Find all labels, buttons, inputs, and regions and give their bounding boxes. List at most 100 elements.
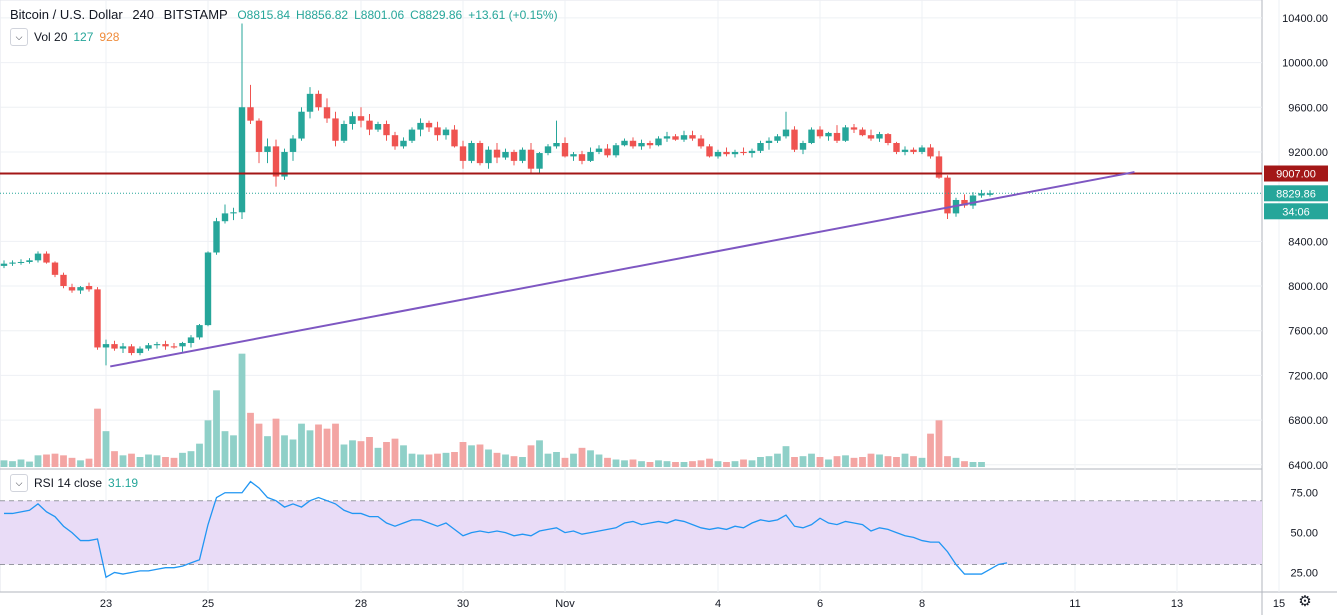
price-tick-label: 9600.00 [1288,102,1328,114]
price-tick-label: 8000.00 [1288,281,1328,293]
resistance-price-label: 9007.00 [1276,169,1316,181]
candle-body [196,325,203,338]
candle-body [935,156,943,178]
candle-body [901,149,909,152]
candle-body [544,146,552,154]
volume-bar [136,457,144,467]
price-tick-label: 8400.00 [1288,236,1328,248]
time-tick-label: 25 [202,598,214,610]
rsi-legend: ⌵ RSI 14 close 31.19 [10,474,138,492]
candle-body [179,342,186,347]
volume-bar [230,435,237,467]
price-tick-label: 10000.00 [1282,58,1328,70]
change-value: +13.61 (+0.15%) [468,8,558,22]
exchange: BITSTAMP [163,7,228,22]
volume-bar [17,459,25,467]
volume-bar [493,452,501,467]
price-tick-label: 6400.00 [1288,460,1328,472]
candle-body [969,195,977,206]
rsi-tick-label: 25.00 [1290,567,1318,579]
volume-bar [111,451,118,467]
candle-body [400,140,407,147]
interval[interactable]: 240 [132,7,155,22]
candle-body [978,193,985,196]
volume-bars [0,353,985,467]
candle-body [867,135,875,139]
volume-bar [145,454,152,467]
candle-body [655,138,662,146]
volume-bar [978,462,985,467]
volume-bar [595,454,603,467]
volume-bar [672,462,679,467]
candle-body [136,348,144,354]
candle-body [876,134,883,139]
volume-bar [604,457,611,467]
axes: 6400.00 6800.00 7200.00 7600.00 8000.00 8400.… [100,13,1328,610]
volume-bar [128,453,135,467]
candle-body [723,151,730,155]
candle-body [944,177,951,214]
volume-bar [374,447,382,467]
volume-bar [519,457,526,467]
candle-body [272,146,280,177]
last-price-label: 8829.86 [1276,188,1316,200]
candle-body [255,120,263,152]
volume-label[interactable]: Vol 20 [34,30,68,44]
chevron-down-icon[interactable]: ⌵ [10,474,28,492]
time-tick-label: 8 [919,598,925,610]
chart-overlays [0,171,1262,368]
volume-bar [187,451,195,467]
candle-body [0,263,8,266]
close-value: C8829.86 [410,8,463,22]
candle-body [510,151,518,161]
candle-body [68,287,76,291]
candle-body [94,289,101,348]
candle-body [162,344,169,347]
gear-icon[interactable]: ⚙ [1298,593,1312,610]
rsi-tick-label: 75.00 [1290,488,1318,500]
candle-body [757,143,764,151]
low-value: L8801.06 [354,8,405,22]
symbol-name[interactable]: Bitcoin / U.S. Dollar [10,7,123,22]
candle-body [595,148,603,152]
candle-body [910,149,917,152]
candle-body [570,154,577,157]
candle-body [714,151,722,157]
candle-body [561,143,569,157]
volume-bar [349,440,356,467]
volume-bar [536,440,543,467]
volume-bar [757,457,764,467]
time-tick-label: 4 [715,598,721,610]
rsi-value: 31.19 [108,476,139,490]
volume-bar [170,457,178,467]
bar-countdown-label-bg [1264,203,1328,220]
candle-body [519,149,526,161]
high-value: H8856.82 [296,8,349,22]
volume-bar [825,459,832,467]
chart-header: Bitcoin / U.S. Dollar 240 BITSTAMP O8815… [10,7,570,22]
volume-bar [26,461,33,467]
candle-body [706,146,713,157]
volume-bar [306,430,314,467]
rsi-line [4,480,1008,579]
price-tick-label: 6800.00 [1288,415,1328,427]
volume-bar [927,433,934,467]
candle-body [842,127,849,141]
chevron-down-icon[interactable]: ⌵ [10,28,28,46]
candle-body [697,138,705,147]
candle-body [298,111,305,139]
volume-bar [408,453,416,467]
volume-legend: ⌵ Vol 20 127 928 [10,28,119,46]
rsi-label[interactable]: RSI 14 close [34,476,103,490]
volume-bar [944,456,951,467]
candle-body [765,140,773,144]
volume-bar [34,455,42,467]
candle-body [536,153,543,169]
volume-bar [876,454,883,467]
candle-body [748,150,756,154]
volume-bar [689,461,696,467]
volume-bar [961,461,968,467]
volume-bar [289,439,297,467]
volume-bar [366,437,373,467]
